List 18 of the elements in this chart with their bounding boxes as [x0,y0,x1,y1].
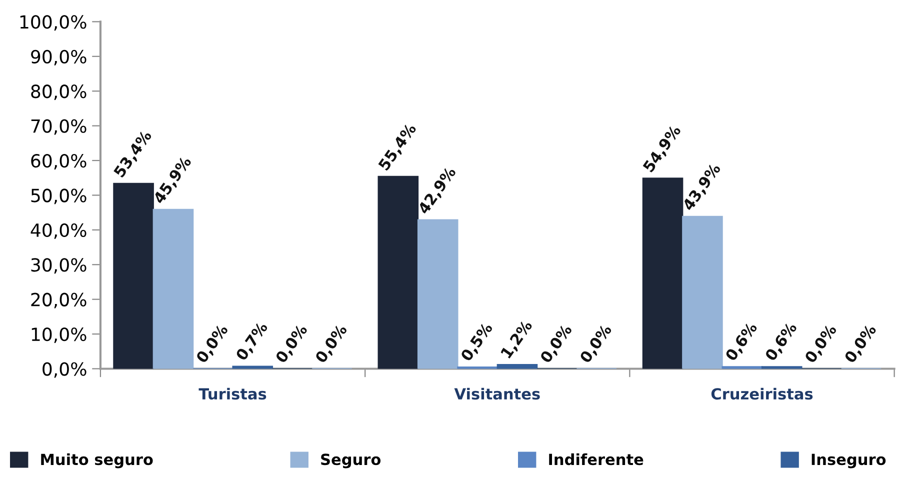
legend-label: Indiferente [549,453,644,466]
y-tick-label: 40,0% [30,223,86,239]
legend-label: Muito seguro [41,453,153,468]
y-tick-label: 10,0% [32,327,86,343]
y-tick-label: 100,0% [20,15,86,31]
y-tick-label: 90,0% [31,50,86,66]
x-tick-label: Visitantes [454,388,540,400]
y-tick-label: 20,0% [31,292,86,308]
x-tick-label: Cruzeiristas [711,388,813,400]
legend-label: Seguro [321,454,381,468]
legend-label: Inseguro [812,454,886,468]
y-tick-label: 0,0% [42,362,86,378]
y-tick-label: 30,0% [31,258,86,274]
y-tick-label: 50,0% [31,188,86,204]
y-tick-label: 70,0% [31,119,86,135]
x-tick-label: Turistas [198,388,266,400]
y-tick-label: 60,0% [31,154,86,170]
y-tick-label: 80,0% [31,84,86,100]
